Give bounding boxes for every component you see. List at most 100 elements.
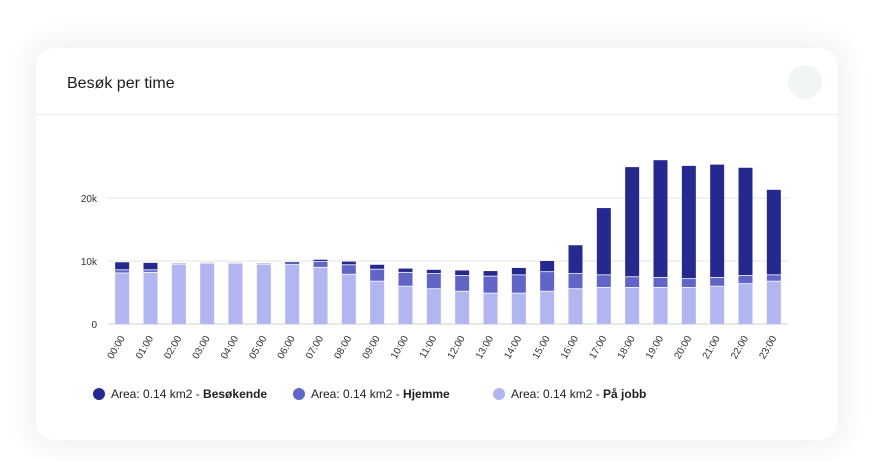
bar-segment	[455, 291, 470, 324]
x-tick-label: 09:00	[361, 334, 383, 362]
bar-segment	[540, 271, 555, 292]
legend-prefix: Area: 0.14 km2 -	[511, 387, 603, 401]
x-tick-label: 18:00	[616, 334, 638, 362]
x-tick-label: 23:00	[757, 334, 779, 362]
bar-segment	[766, 274, 781, 282]
bar-segment	[596, 274, 611, 288]
x-tick-label: 00:00	[106, 334, 128, 362]
x-tick-label: 14:00	[502, 334, 524, 362]
bar-segment	[766, 281, 781, 324]
x-tick-label: 02:00	[162, 334, 184, 362]
bar-segment	[568, 273, 583, 289]
bar-segment	[540, 291, 555, 324]
x-tick-label: 22:00	[729, 334, 751, 362]
bar-segment	[115, 272, 130, 324]
bar-segment	[483, 293, 498, 324]
legend-item: Area: 0.14 km2 - Hjemme	[311, 387, 450, 401]
x-tick-label: 15:00	[531, 334, 553, 362]
bar-segment	[171, 264, 186, 324]
legend-marker	[93, 388, 105, 400]
x-tick-label: 21:00	[701, 334, 723, 362]
bar-segment	[228, 263, 243, 324]
x-tick-label: 06:00	[276, 334, 298, 362]
bar-segment	[426, 288, 441, 324]
bar-segment	[285, 264, 300, 324]
bar-segment	[426, 269, 441, 274]
x-tick-label: 04:00	[219, 334, 241, 362]
y-tick-label: 10k	[81, 257, 98, 268]
bar-segment	[540, 261, 555, 272]
x-tick-label: 20:00	[672, 334, 694, 362]
bar-segment	[738, 167, 753, 276]
bar-segment	[200, 263, 215, 324]
bar-segment	[766, 189, 781, 275]
bar-segment	[115, 269, 130, 273]
card-header: Besøk per time	[36, 48, 838, 115]
x-tick-label: 01:00	[134, 334, 156, 362]
stacked-bar-chart: 0 10k 20k 00:00 01:00 02:00 03:00 04:00 05:00 06:…	[81, 160, 788, 401]
bar-segment	[596, 287, 611, 324]
bar-segment	[143, 269, 158, 273]
bar-segment	[341, 261, 356, 265]
bar-segment	[511, 267, 526, 275]
card-menu-button[interactable]	[788, 65, 822, 99]
x-tick-label: 11:00	[418, 334, 440, 361]
x-tick-label: 16:00	[559, 334, 581, 362]
bar-segment	[313, 259, 328, 262]
bar-segment	[313, 261, 328, 268]
bar-segment	[370, 281, 385, 324]
bar-segment	[483, 271, 498, 277]
bar-segment	[455, 275, 470, 292]
x-tick-label: 08:00	[332, 334, 354, 362]
y-tick-label: 20k	[81, 194, 98, 205]
bar-segment	[398, 268, 413, 273]
bar-segment	[511, 293, 526, 324]
x-tick-label: 12:00	[446, 334, 468, 362]
bar-segment	[341, 264, 356, 275]
legend-series-name: Besøkende	[203, 387, 267, 401]
x-tick-label: 19:00	[644, 334, 666, 362]
bar-segment	[681, 278, 696, 288]
legend-marker	[293, 388, 305, 400]
bar-segment	[256, 264, 271, 324]
bar-segment	[596, 208, 611, 275]
bar-segment	[625, 287, 640, 324]
bar-segment	[625, 167, 640, 277]
legend-prefix: Area: 0.14 km2 -	[111, 387, 203, 401]
bar-segment	[313, 267, 328, 324]
bar-segment	[710, 277, 725, 287]
bar-segment	[143, 272, 158, 324]
bar-segment	[115, 262, 130, 270]
bar-segment	[511, 274, 526, 294]
bar-segment	[370, 264, 385, 270]
bar-segment	[738, 275, 753, 284]
bar-segment	[568, 245, 583, 274]
bar-segment	[370, 269, 385, 282]
legend-marker	[493, 388, 505, 400]
x-tick-label: 05:00	[247, 334, 269, 362]
x-tick-label: 13:00	[474, 334, 496, 362]
bar-segment	[625, 276, 640, 288]
legend-series-name: Hjemme	[403, 387, 450, 401]
bar-segment	[398, 272, 413, 287]
bar-segment	[653, 160, 668, 278]
bar-segment	[483, 276, 498, 294]
bar-segment	[710, 164, 725, 278]
card-title: Besøk per time	[67, 75, 175, 92]
bar-segment	[653, 287, 668, 324]
x-tick-label: 17:00	[587, 334, 609, 362]
bar-segment	[455, 270, 470, 276]
bar-segment	[285, 262, 300, 265]
legend-item: Area: 0.14 km2 - Besøkende	[111, 387, 267, 401]
bar-segment	[653, 277, 668, 288]
bar-segment	[568, 288, 583, 324]
bar-segment	[681, 165, 696, 279]
bar-segment	[398, 286, 413, 324]
x-tick-label: 07:00	[304, 334, 326, 362]
chart-card: Besøk per time 0 10k 20k 00:00 01:00 02:00 03:…	[36, 48, 838, 440]
bar-segment	[341, 274, 356, 324]
legend-series-name: På jobb	[603, 387, 646, 401]
bar-segment	[738, 283, 753, 324]
bar-segment	[426, 273, 441, 289]
bar-segment	[710, 286, 725, 324]
